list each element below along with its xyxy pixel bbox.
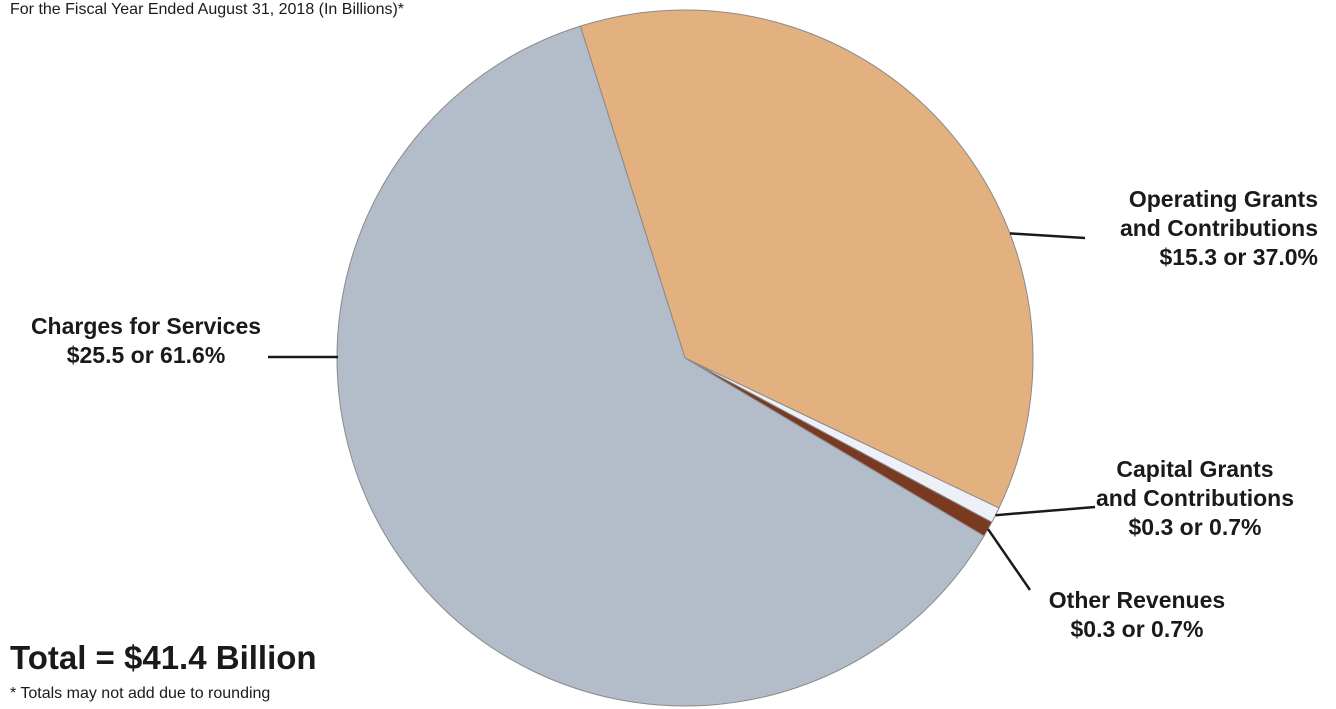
leader-line-operating-grants [1009, 232, 1086, 240]
chart-subtitle: For the Fiscal Year Ended August 31, 201… [10, 1, 405, 18]
slice-amount: $0.3 or 0.7% [1070, 616, 1204, 642]
slice-label-capital-grants: Capital Grants and Contributions $0.3 or… [1068, 455, 1322, 542]
slice-label-other-revenues: Other Revenues $0.3 or 0.7% [1022, 586, 1252, 644]
slice-label-line: Charges for Services [30, 313, 262, 339]
slice-amount: $0.3 or 0.7% [1128, 514, 1262, 540]
chart-footnote: * Totals may not add due to rounding [10, 685, 271, 702]
slice-label-operating-grants: Operating Grants and Contributions $15.3… [1120, 185, 1318, 272]
slice-operating-grants [579, 9, 1034, 509]
chart-total: Total = $41.4 Billion [10, 639, 317, 676]
slice-label-charges-for-services: Charges for Services $25.5 or 61.6% [6, 312, 286, 370]
slice-amount: $15.3 or 37.0% [1159, 244, 1318, 270]
slice-amount: $25.5 or 61.6% [66, 342, 226, 368]
slice-label-line: and Contributions [1119, 215, 1318, 241]
slice-charges-for-services [336, 25, 985, 707]
leader-line-other-revenues [986, 528, 1032, 591]
slice-label-line: Other Revenues [1048, 587, 1226, 613]
slice-label-line: Capital Grants [1116, 456, 1274, 482]
leader-line-capital-grants [995, 505, 1096, 517]
slice-label-line: and Contributions [1095, 485, 1295, 511]
slice-label-line: Operating Grants [1128, 186, 1318, 212]
